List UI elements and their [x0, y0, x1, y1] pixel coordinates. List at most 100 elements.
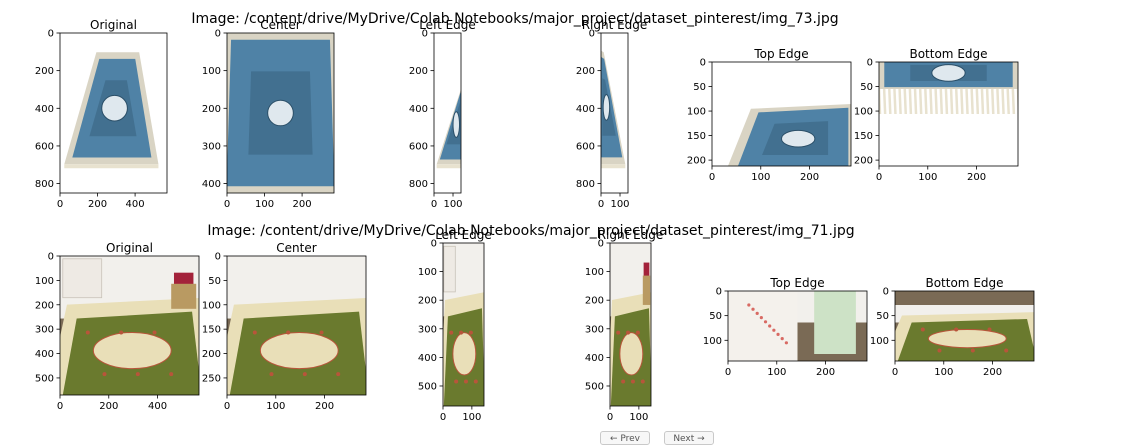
axes-frame — [442, 242, 485, 407]
prev-button[interactable]: ← Prev — [600, 431, 650, 445]
rug-flower — [102, 372, 107, 377]
fringe-strand — [924, 88, 928, 115]
y-tick-label: 150 — [854, 131, 873, 142]
y-tick-label: 0 — [589, 29, 595, 40]
fringe-strand — [944, 88, 949, 115]
rug-medallion — [602, 94, 611, 121]
rug-medallion — [931, 64, 966, 82]
x-tick-label: 400 — [126, 199, 145, 210]
rug-flower — [970, 348, 975, 353]
y-tick-label: 600 — [576, 141, 595, 152]
rug-medallion — [92, 331, 172, 370]
blossom — [776, 332, 780, 336]
figure-title: Image: /content/drive/MyDrive/Colab Note… — [191, 11, 838, 27]
rug-flower — [302, 372, 307, 377]
panel-original: Original 0 200 400 0 100 200 300 400 500 — [35, 241, 200, 412]
x-tick-label: 200 — [816, 367, 835, 378]
rug-flower — [463, 379, 468, 384]
x-tick-label: 200 — [983, 367, 1002, 378]
y-tick-label: 200 — [687, 156, 706, 167]
axes-frame — [609, 242, 652, 407]
y-tick-label: 50 — [860, 82, 873, 93]
x-tick-label: 200 — [967, 172, 986, 183]
blossom — [759, 316, 763, 320]
y-tick-label: 800 — [35, 179, 54, 190]
axes-frame — [433, 32, 462, 194]
y-tick-label: 800 — [576, 179, 595, 190]
panel-title: Top Edge — [753, 47, 808, 61]
fringe-strand — [949, 88, 954, 115]
fringe-strand — [888, 88, 892, 115]
x-tick-label: 0 — [224, 401, 230, 412]
y-tick-label: 400 — [202, 179, 221, 190]
rug-flower — [454, 379, 459, 384]
x-tick-label: 100 — [610, 199, 629, 210]
image-content — [879, 62, 1018, 166]
rug-flower — [269, 372, 274, 377]
y-tick-label: 400 — [35, 104, 54, 115]
rug-medallion — [452, 111, 461, 138]
x-tick-label: 100 — [443, 199, 462, 210]
next-button[interactable]: Next → — [664, 431, 714, 445]
panel-title: Center — [260, 18, 300, 32]
y-tick-label: 50 — [693, 82, 706, 93]
blossom — [751, 307, 755, 311]
fringe-strand — [1006, 88, 1010, 115]
y-tick-label: 800 — [409, 179, 428, 190]
blossom — [747, 303, 751, 307]
x-tick-label: 0 — [725, 367, 731, 378]
figure-row-1: Image: /content/drive/MyDrive/Colab Note… — [35, 11, 1019, 210]
y-tick-label: 0 — [215, 252, 221, 263]
x-tick-label: 100 — [934, 367, 953, 378]
basket — [171, 283, 197, 309]
y-tick-label: 300 — [418, 324, 437, 335]
rug-flower — [286, 330, 291, 335]
x-tick-label: 0 — [431, 199, 437, 210]
x-tick-label: 0 — [598, 199, 604, 210]
y-tick-label: 400 — [418, 353, 437, 364]
rug-flower — [630, 379, 635, 384]
y-tick-label: 400 — [35, 349, 54, 360]
rug-field — [601, 56, 623, 158]
x-tick-label: 100 — [462, 412, 481, 423]
y-tick-label: 500 — [418, 381, 437, 392]
x-tick-label: 200 — [315, 401, 334, 412]
y-tick-label: 0 — [422, 29, 428, 40]
image-content — [434, 33, 461, 193]
y-tick-label: 400 — [409, 104, 428, 115]
pillow — [643, 262, 650, 279]
y-tick-label: 0 — [48, 252, 54, 263]
window-view — [814, 291, 856, 354]
x-tick-label: 0 — [607, 412, 613, 423]
y-tick-label: 0 — [431, 239, 437, 250]
y-tick-label: 50 — [208, 276, 221, 287]
y-tick-label: 100 — [687, 107, 706, 118]
fringe-strand — [908, 88, 913, 115]
axes-frame — [226, 32, 335, 194]
rug-flower — [987, 327, 992, 332]
cabinet — [443, 245, 456, 293]
y-tick-label: 150 — [687, 131, 706, 142]
pager: ← Prev Next → — [600, 431, 714, 445]
y-tick-label: 0 — [716, 287, 722, 298]
axes-frame — [59, 32, 168, 194]
x-tick-label: 200 — [293, 199, 312, 210]
y-tick-label: 250 — [202, 373, 221, 384]
rug-flower — [920, 327, 925, 332]
figure-row-2: Image: /content/drive/MyDrive/Colab Note… — [35, 223, 1035, 423]
rug-field — [439, 90, 461, 160]
fringe-strand — [918, 88, 923, 115]
y-tick-label: 200 — [576, 66, 595, 77]
fringe-strand — [913, 88, 918, 115]
rug-medallion — [781, 129, 816, 148]
x-tick-label: 0 — [57, 199, 63, 210]
y-tick-label: 0 — [215, 29, 221, 40]
x-tick-label: 100 — [266, 401, 285, 412]
panel-title: Center — [276, 241, 316, 255]
panel-title: Left Edge — [419, 18, 476, 32]
panel-title: Top Edge — [769, 276, 824, 290]
rug-flower — [954, 327, 959, 332]
x-tick-label: 0 — [440, 412, 446, 423]
y-tick-label: 100 — [35, 276, 54, 287]
